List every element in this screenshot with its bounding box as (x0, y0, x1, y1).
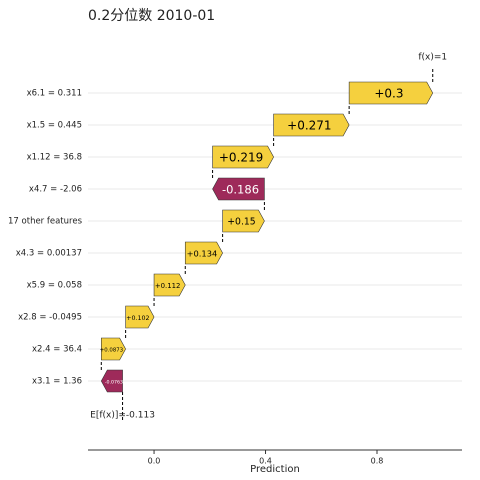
value-label: +0.0873 (100, 348, 123, 354)
bar (212, 145, 274, 169)
x-tick-label: 0.4 (259, 457, 272, 466)
bar (100, 369, 123, 393)
value-label: +0.102 (126, 315, 149, 322)
bar (153, 273, 186, 297)
value-label: -0.186 (222, 183, 259, 197)
y-tick-label: x2.4 = 36.4 (32, 345, 82, 355)
value-label: +0.219 (219, 151, 263, 165)
bar (273, 113, 350, 137)
value-label: +0.15 (227, 217, 255, 228)
value-label: +0.112 (155, 282, 181, 290)
x-tick-label: 0.8 (371, 457, 384, 466)
bar (125, 305, 155, 329)
bar (222, 209, 265, 233)
chart-title: 0.2分位数 2010-01 (88, 8, 215, 24)
y-tick-label: x6.1 = 0.311 (27, 89, 82, 99)
y-tick-label: x1.5 = 0.445 (27, 121, 82, 131)
bar (100, 337, 126, 361)
bar (348, 81, 434, 105)
y-tick-label: 17 other features (8, 217, 83, 227)
x-axis-label: Prediction (250, 464, 300, 475)
value-label: +0.134 (187, 249, 218, 259)
y-tick-label: x1.12 = 36.8 (27, 153, 82, 163)
bar (184, 241, 223, 265)
base-label: E[f(x)]=-0.113 (90, 411, 155, 421)
bar (212, 177, 265, 201)
value-label: +0.3 (374, 87, 403, 101)
y-tick-label: x4.3 = 0.00137 (16, 249, 82, 259)
y-tick-label: x2.8 = -0.0495 (18, 313, 82, 323)
y-tick-label: x3.1 = 1.36 (32, 377, 82, 387)
y-tick-label: x4.7 = -2.06 (29, 185, 82, 195)
value-label: -0.0763 (105, 380, 123, 386)
final-label: f(x)=1 (418, 53, 447, 63)
x-tick-label: 0.0 (148, 457, 161, 466)
value-label: +0.271 (287, 119, 331, 133)
y-tick-label: x5.9 = 0.058 (27, 281, 82, 291)
